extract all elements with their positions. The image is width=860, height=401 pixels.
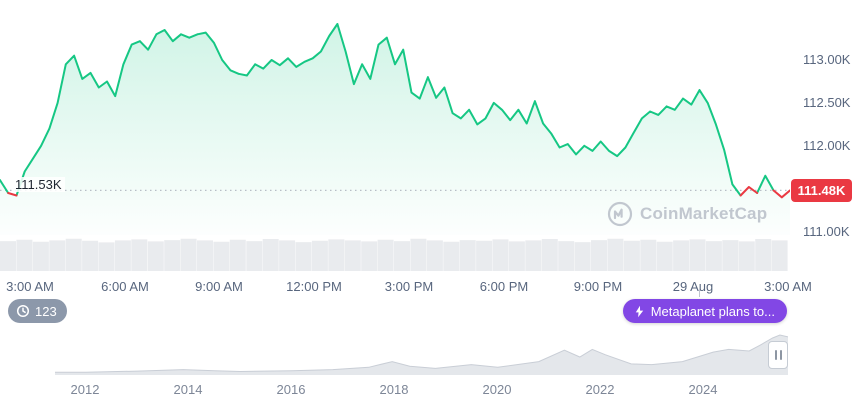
year-label: 2022 <box>585 382 615 397</box>
price-area-path <box>0 24 790 235</box>
price-line-green <box>0 23 775 197</box>
grip-bar-icon <box>779 350 782 360</box>
reference-price-label: 111.53K <box>12 177 65 192</box>
brush-handle[interactable] <box>768 341 788 369</box>
price-chart-plot[interactable] <box>0 0 790 235</box>
history-brush-chart[interactable] <box>55 333 788 375</box>
volume-bars-path <box>0 238 788 271</box>
year-label: 2014 <box>173 382 203 397</box>
grip-bar-icon <box>774 350 777 360</box>
news-pill-label: Metaplanet plans to... <box>650 303 775 319</box>
year-label: 2016 <box>276 382 306 397</box>
x-axis-label: 9:00 AM <box>195 279 243 294</box>
y-axis-label: 111.00K <box>803 224 850 239</box>
year-label: 2020 <box>482 382 512 397</box>
y-axis-label: 112.00K <box>803 138 851 153</box>
x-axis-label: 3:00 AM <box>764 279 812 294</box>
news-pill[interactable]: Metaplanet plans to... <box>622 299 787 323</box>
year-label: 2024 <box>688 382 718 397</box>
history-line-path <box>55 334 788 373</box>
x-axis-label: 29 Aug <box>672 279 714 294</box>
watermark: CoinMarketCap <box>607 201 767 227</box>
coinmarketcap-logo <box>607 201 633 227</box>
clock-icon <box>16 304 30 318</box>
year-label: 2018 <box>379 382 409 397</box>
history-area-path <box>55 335 788 375</box>
x-axis-label: 9:00 PM <box>573 279 623 294</box>
x-axis-label: 12:00 PM <box>286 279 342 294</box>
y-axis-label: 112.50K <box>803 95 851 110</box>
watermark-text: CoinMarketCap <box>640 204 768 223</box>
news-annotation-connector <box>699 284 700 297</box>
live-updates-pill[interactable]: 123 <box>8 299 67 323</box>
x-axis-label: 6:00 PM <box>479 279 529 294</box>
volume-strip <box>0 238 788 271</box>
price-line-red <box>7 186 790 199</box>
x-axis-label: 3:00 PM <box>384 279 434 294</box>
x-axis-label: 6:00 AM <box>101 279 149 294</box>
live-updates-count: 123 <box>35 303 57 319</box>
current-price-badge: 111.48K <box>791 179 852 202</box>
lightning-icon <box>633 305 646 318</box>
x-axis-label: 3:00 AM <box>6 279 54 294</box>
year-label: 2012 <box>70 382 100 397</box>
y-axis-label: 113.00K <box>803 52 851 67</box>
